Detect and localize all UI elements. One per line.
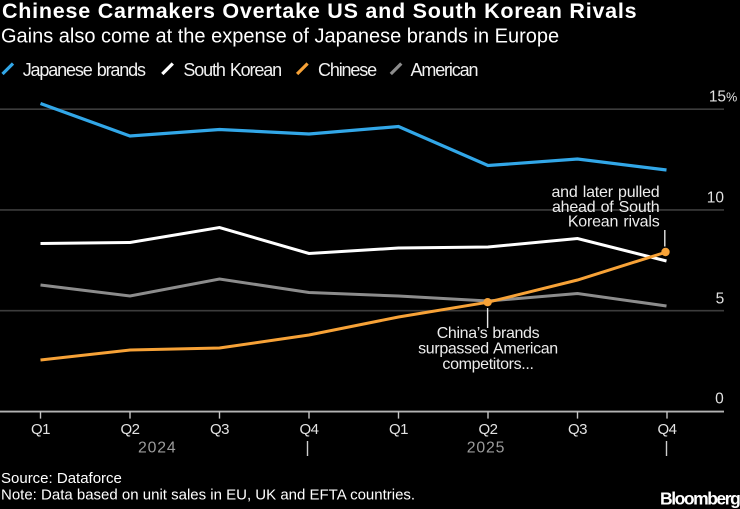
svg-text:Japanese brands: Japanese brands [23,60,146,80]
svg-text:Q4: Q4 [299,421,318,438]
svg-text:10: 10 [707,189,725,206]
svg-text:5: 5 [716,291,725,308]
svg-text:Q1: Q1 [31,421,50,438]
svg-text:0: 0 [715,391,724,408]
svg-text:and later pulled: and later pulled [551,184,659,201]
svg-text:Q2: Q2 [120,421,139,438]
svg-text:surpassed American: surpassed American [418,341,558,358]
svg-text:Source: Dataforce: Source: Dataforce [1,470,122,487]
svg-text:15%: 15% [709,89,737,106]
svg-text:Chinese: Chinese [318,60,377,80]
svg-text:2025: 2025 [467,439,506,456]
svg-text:American: American [411,60,478,80]
svg-text:Q2: Q2 [478,421,497,438]
svg-text:Gains also come at the expense: Gains also come at the expense of Japane… [1,26,559,48]
svg-text:Q1: Q1 [389,421,408,438]
svg-text:China’s brands: China’s brands [437,325,540,342]
svg-text:Bloomberg: Bloomberg [660,489,740,509]
svg-text:Q4: Q4 [657,421,676,438]
svg-text:ahead of South: ahead of South [552,199,660,216]
svg-text:South Korean: South Korean [183,60,281,80]
svg-text:2024: 2024 [138,439,177,456]
svg-text:Korean rivals: Korean rivals [568,214,660,231]
svg-text:Q3: Q3 [568,421,587,438]
svg-text:Q3: Q3 [210,421,229,438]
svg-text:Chinese Carmakers Overtake US: Chinese Carmakers Overtake US and South … [2,0,637,23]
svg-text:competitors...: competitors... [442,356,533,373]
svg-text:Note: Data based on unit sales: Note: Data based on unit sales in EU, UK… [1,487,415,504]
